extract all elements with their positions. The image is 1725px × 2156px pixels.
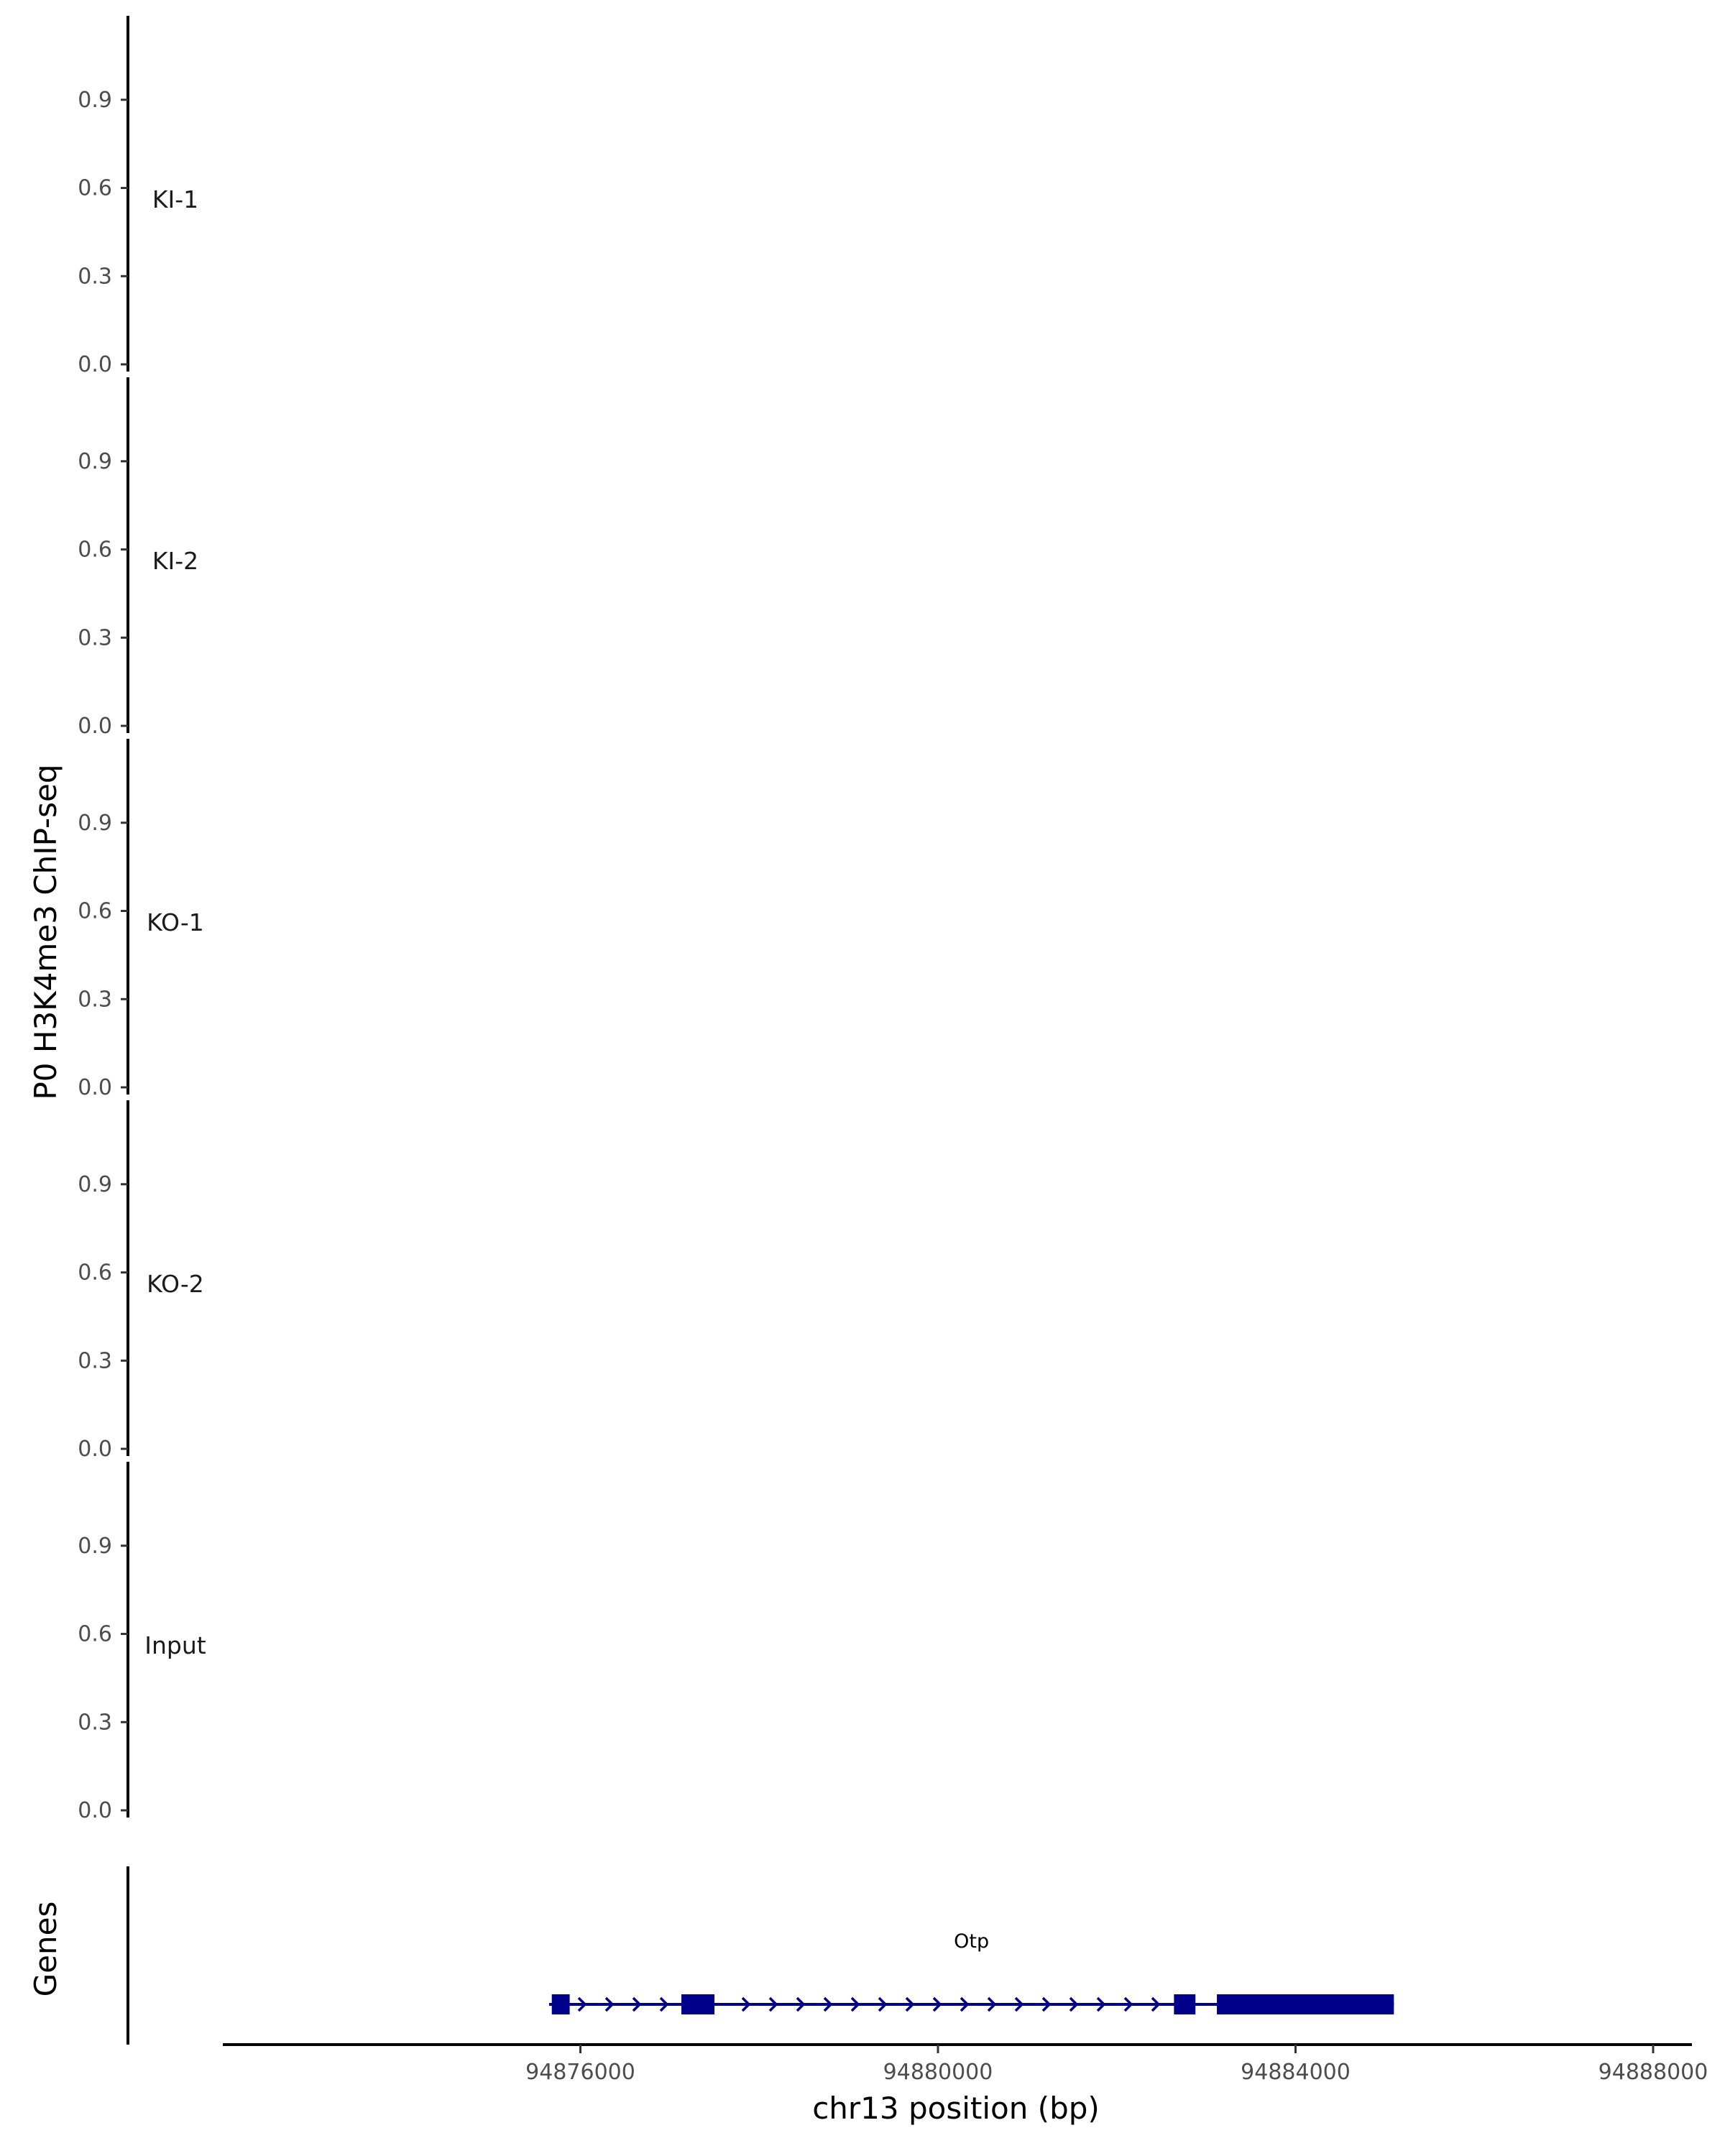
- x-axis-title: chr13 position (bp): [812, 2091, 1100, 2126]
- strand-arrow: [741, 1996, 751, 2012]
- strand-arrow: [1069, 1996, 1079, 2012]
- x-tick-label: 94876000: [525, 2060, 635, 2085]
- y-tick-label: 0.0: [78, 714, 112, 739]
- y-tick-label: 0.6: [78, 1622, 112, 1647]
- gene-exon: [1174, 1994, 1196, 2014]
- y-tick-label: 0.3: [78, 987, 112, 1012]
- y-tick-label: 0.0: [78, 1075, 112, 1100]
- strand-arrow: [1096, 1996, 1106, 2012]
- gene-exon: [551, 1994, 570, 2014]
- track-input: 0.0 0.3 0.6 0.9 Input: [78, 1462, 206, 1823]
- strand-arrow: [823, 1996, 833, 2012]
- y-tick-label: 0.9: [78, 449, 112, 474]
- x-tick-label: 94880000: [883, 2060, 993, 2085]
- genes-axis-title: Genes: [28, 1902, 63, 1997]
- strand-arrow: [987, 1996, 997, 2012]
- strand-arrow: [850, 1996, 860, 2012]
- x-tick-label: 94888000: [1598, 2060, 1708, 2085]
- y-tick-label: 0.6: [78, 1261, 112, 1286]
- gene-exon: [681, 1994, 715, 2014]
- track-label: KI-1: [152, 185, 198, 213]
- strand-arrow: [796, 1996, 806, 2012]
- track-label: Input: [144, 1631, 206, 1659]
- y-tick-label: 0.0: [78, 1437, 112, 1462]
- y-axis-title: P0 H3K4me3 ChIP-seq: [28, 764, 63, 1100]
- strand-arrow: [932, 1996, 942, 2012]
- y-tick-label: 0.6: [78, 538, 112, 563]
- y-tick-label: 0.3: [78, 264, 112, 289]
- strand-arrow: [768, 1996, 778, 2012]
- strand-arrow: [878, 1996, 888, 2012]
- track-label: KI-2: [152, 547, 198, 575]
- strand-arrow: [960, 1996, 970, 2012]
- strand-arrow: [1151, 1996, 1161, 2012]
- gene-name-label: Otp: [954, 1930, 989, 1953]
- y-tick-label: 0.9: [78, 811, 112, 836]
- strand-arrow: [1041, 1996, 1052, 2012]
- strand-arrow: [659, 1996, 669, 2012]
- track-ko-2: 0.0 0.3 0.6 0.9 KO-2: [78, 1100, 204, 1462]
- y-tick-label: 0.3: [78, 625, 112, 650]
- y-tick-label: 0.6: [78, 176, 112, 201]
- coverage-tracks: 0.00.30.60.9KI-10.00.30.60.9KI-20.00.30.…: [78, 16, 206, 1823]
- strand-arrow: [1123, 1996, 1133, 2012]
- track-ko-1: 0.0 0.3 0.6 0.9 KO-1: [78, 739, 204, 1100]
- strand-arrow: [577, 1996, 587, 2012]
- y-tick-label: 0.0: [78, 1798, 112, 1823]
- y-tick-label: 0.9: [78, 1534, 112, 1559]
- y-tick-label: 0.6: [78, 899, 112, 924]
- strand-arrow: [1014, 1996, 1024, 2012]
- track-label: KO-2: [147, 1270, 204, 1298]
- track-ki-1: 0.0 0.3 0.6 0.9 KI-1: [78, 16, 198, 377]
- y-tick-label: 0.0: [78, 352, 112, 377]
- strand-arrow: [604, 1996, 615, 2012]
- strand-arrow: [905, 1996, 915, 2012]
- gene-exon: [1217, 1994, 1394, 2014]
- y-tick-label: 0.3: [78, 1710, 112, 1735]
- strand-arrow: [632, 1996, 642, 2012]
- y-tick-label: 0.9: [78, 88, 112, 113]
- track-ki-2: 0.0 0.3 0.6 0.9 KI-2: [78, 377, 198, 739]
- y-tick-label: 0.3: [78, 1348, 112, 1373]
- track-label: KO-1: [147, 908, 204, 936]
- gene-track: Otp: [126, 1866, 1394, 2045]
- x-tick-label: 94884000: [1241, 2060, 1351, 2085]
- x-axis: 94876000 94880000 94884000 94888000: [223, 2043, 1708, 2085]
- y-tick-label: 0.9: [78, 1172, 112, 1197]
